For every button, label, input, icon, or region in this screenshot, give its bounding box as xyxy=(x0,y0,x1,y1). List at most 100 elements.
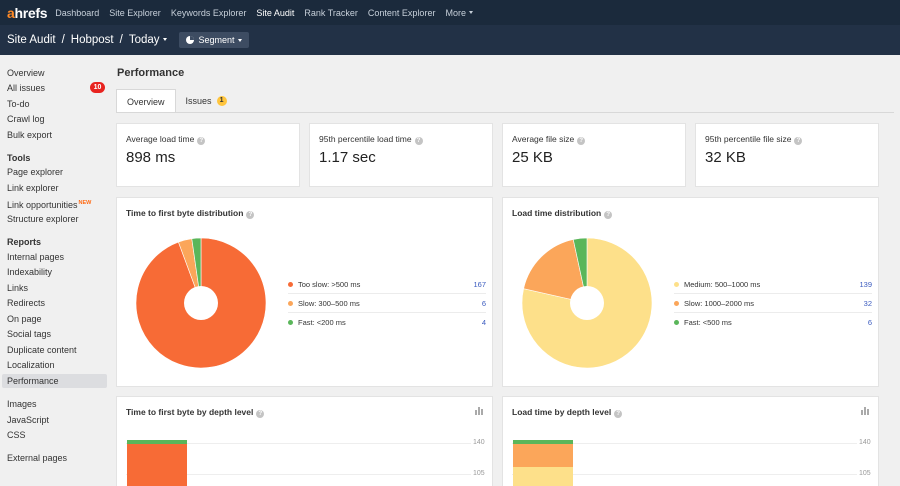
sidebar-item-links[interactable]: Links xyxy=(7,283,29,293)
sidebar-item-duplicate-content[interactable]: Duplicate content xyxy=(7,345,77,355)
crumb-date-dropdown[interactable]: Today xyxy=(129,34,167,46)
legend-swatch xyxy=(288,281,293,287)
nav-rank-tracker[interactable]: Rank Tracker xyxy=(304,7,358,18)
axis-tick: 105 xyxy=(473,470,485,477)
sidebar-item-performance[interactable]: Performance xyxy=(2,374,107,388)
legend-row[interactable]: Slow: 300–500 ms 6 xyxy=(288,294,486,313)
sidebar-item-structure-explorer[interactable]: Structure explorer xyxy=(7,214,79,224)
gridline xyxy=(126,443,471,444)
help-icon[interactable]: ? xyxy=(614,410,623,418)
tab-overview[interactable]: Overview xyxy=(116,89,176,113)
sidebar-item-images[interactable]: Images xyxy=(7,399,37,409)
axis-tick: 140 xyxy=(473,439,485,446)
gridline xyxy=(512,474,857,475)
pie-slice[interactable] xyxy=(523,239,588,304)
legend-swatch xyxy=(674,300,679,306)
sidebar-item-link-opportunities[interactable]: Link opportunitiesNEW xyxy=(7,196,91,210)
tab-issues[interactable]: Issues 1 xyxy=(176,89,237,113)
help-icon[interactable]: ? xyxy=(414,137,423,145)
pie-slice[interactable] xyxy=(522,238,652,368)
legend-row[interactable]: Fast: <500 ms 6 xyxy=(674,313,872,332)
depth-bar-fast[interactable] xyxy=(127,440,187,444)
page-title: Performance xyxy=(117,67,185,79)
sidebar-item-javascript[interactable]: JavaScript xyxy=(7,415,50,425)
legend-row[interactable]: Slow: 1000–2000 ms 32 xyxy=(674,294,872,313)
help-icon[interactable]: ? xyxy=(577,137,586,145)
sidebar-item-bulk-export[interactable]: Bulk export xyxy=(7,130,53,140)
new-tag: NEW xyxy=(78,200,92,206)
help-icon[interactable]: ? xyxy=(246,211,255,219)
sidebar-item-all-issues[interactable]: All issues xyxy=(7,83,46,93)
load-time-pie-chart xyxy=(522,238,652,368)
legend-row[interactable]: Too slow: >500 ms 167 xyxy=(288,275,486,294)
depth-bar-slow[interactable] xyxy=(513,444,573,467)
help-icon[interactable]: ? xyxy=(197,137,206,145)
sidebar-item-to-do[interactable]: To-do xyxy=(7,99,30,109)
legend-value[interactable]: 6 xyxy=(867,318,872,327)
legend-label: Fast: <500 ms xyxy=(684,318,732,327)
depth-bar-fast[interactable] xyxy=(513,440,573,444)
sidebar-item-external-pages[interactable]: External pages xyxy=(7,453,68,463)
legend-row[interactable]: Fast: <200 ms 4 xyxy=(288,313,486,332)
sidebar-item-on-page[interactable]: On page xyxy=(7,314,42,324)
nav-site-explorer[interactable]: Site Explorer xyxy=(109,7,161,18)
help-icon[interactable]: ? xyxy=(604,211,613,219)
legend-value[interactable]: 6 xyxy=(481,298,486,308)
sidebar-item-localization[interactable]: Localization xyxy=(7,360,55,370)
legend-swatch xyxy=(288,320,293,325)
stat-card-average-file-size: Average file size? 25 KB xyxy=(502,123,686,187)
legend-value[interactable]: 4 xyxy=(481,318,486,327)
crumb-project[interactable]: Hobpost xyxy=(70,34,114,46)
legend-swatch xyxy=(674,320,679,325)
crumb-site-audit[interactable]: Site Audit xyxy=(7,34,56,46)
chevron-down-icon xyxy=(468,10,473,14)
card-title: Load time distribution? xyxy=(512,208,613,219)
sidebar-heading-reports: Reports xyxy=(7,237,42,247)
legend-swatch xyxy=(288,300,293,306)
ahrefs-logo[interactable]: ahrefs xyxy=(7,4,48,21)
sidebar-item-css[interactable]: CSS xyxy=(7,430,26,440)
depth-bar-medium[interactable] xyxy=(513,467,573,486)
legend-value[interactable]: 32 xyxy=(863,298,872,308)
nav-dashboard[interactable]: Dashboard xyxy=(55,7,100,18)
load-time-depth-card: Load time by depth level? 140 105 xyxy=(502,396,879,486)
depth-bar-too-slow[interactable] xyxy=(127,444,187,486)
bar-chart-icon[interactable] xyxy=(475,407,483,415)
issues-badge: 1 xyxy=(216,96,227,106)
donut-hole xyxy=(184,286,218,320)
sidebar-item-social-tags[interactable]: Social tags xyxy=(7,329,52,339)
nav-content-explorer[interactable]: Content Explorer xyxy=(367,7,436,18)
nav-site-audit[interactable]: Site Audit xyxy=(256,7,295,18)
stat-value: 1.17 sec xyxy=(319,149,376,166)
axis-tick: 105 xyxy=(859,470,871,477)
bar-chart-icon[interactable] xyxy=(861,407,869,415)
ttfb-distribution-card: Time to first byte distribution? Too slo… xyxy=(116,197,493,387)
sidebar-item-redirects[interactable]: Redirects xyxy=(7,298,46,308)
sidebar-item-label: Link opportunities xyxy=(7,200,78,210)
donut-hole xyxy=(570,286,604,320)
sidebar-item-link-explorer[interactable]: Link explorer xyxy=(7,183,59,193)
legend-row[interactable]: Medium: 500–1000 ms 139 xyxy=(674,275,872,294)
legend-value[interactable]: 139 xyxy=(859,279,872,289)
nav-more[interactable]: More xyxy=(440,8,478,18)
sidebar-item-crawl-log[interactable]: Crawl log xyxy=(7,114,45,124)
legend-value[interactable]: 167 xyxy=(473,279,486,289)
sidebar-item-internal-pages[interactable]: Internal pages xyxy=(7,252,65,262)
stat-value: 898 ms xyxy=(126,149,176,166)
sidebar-item-page-explorer[interactable]: Page explorer xyxy=(7,167,64,177)
help-icon[interactable]: ? xyxy=(256,410,265,418)
sidebar-item-indexability[interactable]: Indexability xyxy=(7,267,53,277)
sidebar-item-overview[interactable]: Overview xyxy=(7,68,45,78)
stat-card-95th-load-time: 95th percentile load time? 1.17 sec xyxy=(309,123,493,187)
issues-count-badge: 10 xyxy=(90,82,105,93)
stat-label: 95th percentile file size? xyxy=(705,134,803,145)
tab-issues-label: Issues xyxy=(185,96,212,106)
nav-keywords-explorer[interactable]: Keywords Explorer xyxy=(170,7,247,18)
segment-button[interactable]: Segment xyxy=(178,32,249,48)
tab-divider xyxy=(116,112,894,113)
crumb-date-label: Today xyxy=(128,34,160,46)
top-navigation: ahrefs Dashboard Site Explorer Keywords … xyxy=(0,0,900,25)
project-bar: Site Audit / Hobpost / Today Segment xyxy=(0,25,900,55)
ttfb-depth-card: Time to first byte by depth level? 140 1… xyxy=(116,396,493,486)
help-icon[interactable]: ? xyxy=(794,137,803,145)
